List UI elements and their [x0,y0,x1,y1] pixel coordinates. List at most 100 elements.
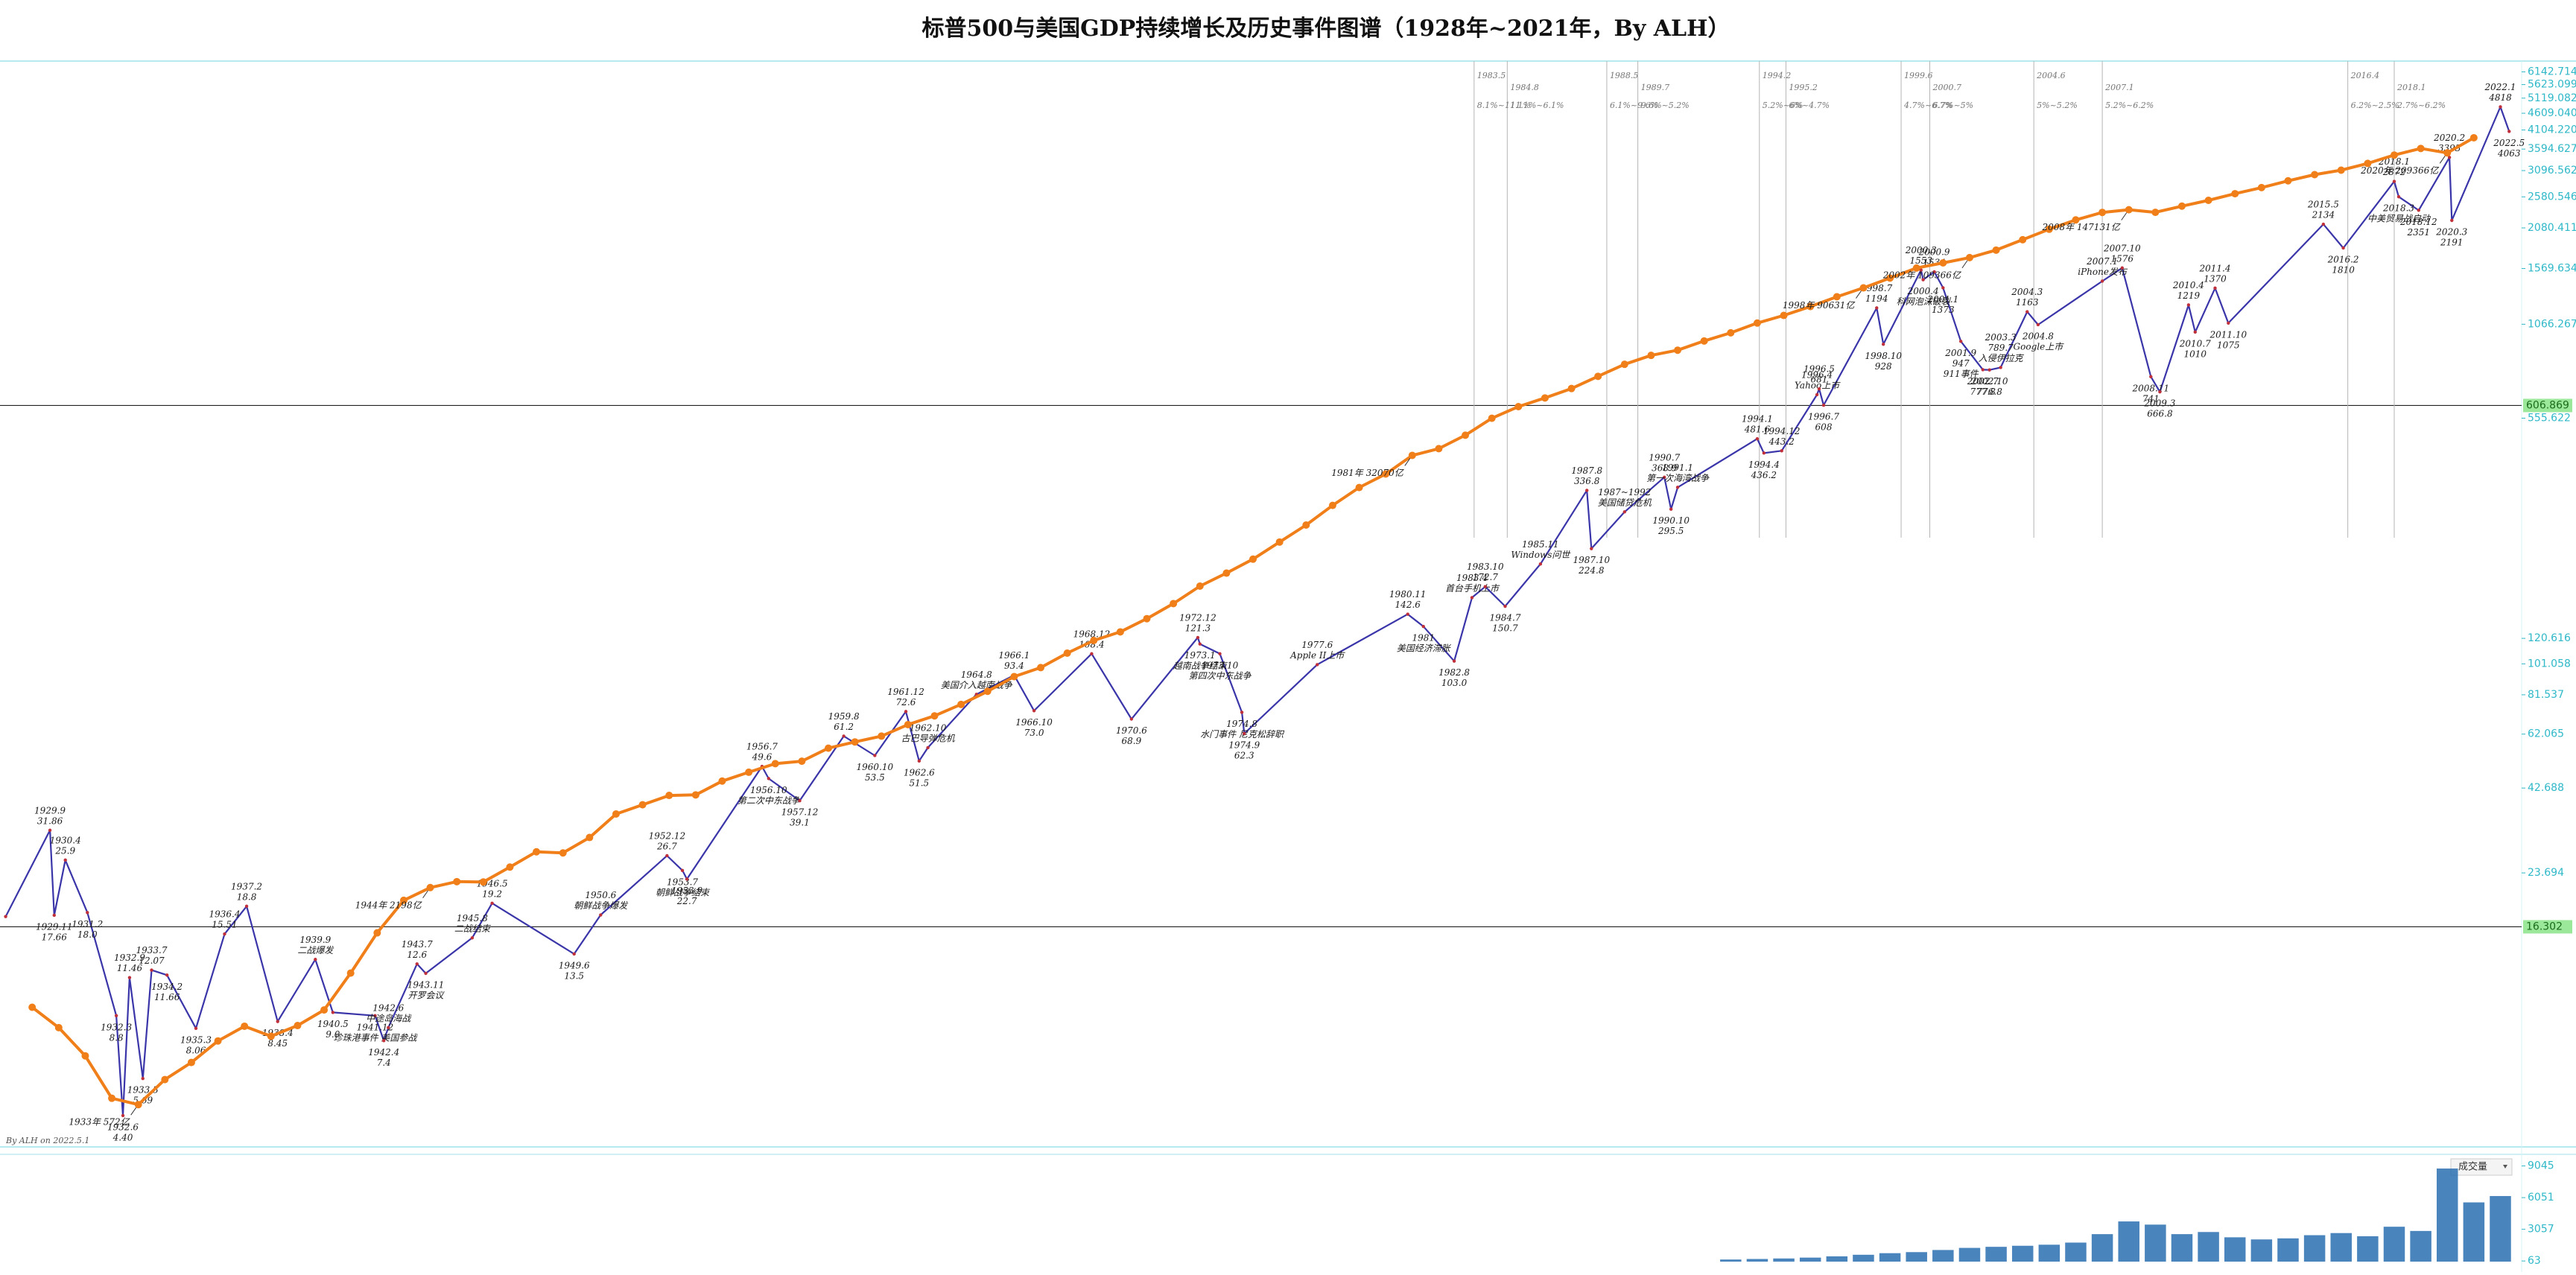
volume-bar [1826,1256,1848,1262]
event-date: 1932.3 [101,1022,132,1032]
volume-bar [2250,1239,2273,1262]
gdp-point [2045,225,2053,233]
gdp-label: 1998年 90631亿 [1783,300,1856,311]
value-label: 31.86 [37,815,63,826]
event-date: 2000.4 [1907,286,1939,296]
price-point [1941,286,1945,290]
event-date: 1985.11 [1522,539,1559,550]
price-point [1590,547,1593,550]
value-label: 1370 [2204,273,2227,284]
event-date: 2011.4 [2199,263,2231,273]
gdp-point [54,1023,63,1031]
event-text: 水门事件 尼克松辞职 [1200,729,1285,740]
gdp-point [214,1037,222,1045]
value-label: 777.8 [1970,387,1996,397]
price-point [1196,635,1200,640]
y-tick-label: 5119.082 [2528,92,2576,104]
event-date: 1966.10 [1015,717,1053,728]
event-text: 珍珠港事件 美国参战 [334,1032,419,1043]
gdp-point [267,1032,275,1040]
event-text: 第一次海湾战争 [1646,473,1710,483]
value-label: 26.7 [656,841,677,851]
gdp-label: 1981年 32070亿 [1331,468,1405,478]
value-label: 61.2 [834,722,854,732]
gdp-point [612,810,620,818]
value-label: 1219 [2177,290,2201,301]
gdp-label: 1944年 2198亿 [355,900,423,910]
event-date: 1980.11 [1389,589,1427,600]
event-date: 1994.1 [1742,414,1773,425]
event-text: Google上市 [2014,341,2065,352]
gdp-point [2204,196,2212,204]
volume-tick-label: 6051 [2528,1192,2554,1204]
event-date: 2020.2 [2433,133,2465,143]
gdp-point [2311,171,2319,179]
price-point [1470,596,1474,600]
event-date: 1935.3 [180,1034,212,1045]
price-point [276,1020,279,1023]
y-tick-label: 1066.267 [2528,318,2576,330]
event-date: 2009.3 [2143,398,2175,409]
volume-bar [1879,1253,1901,1262]
gdp-label: 2020年 209366亿 [2360,165,2440,176]
gdp-point [1328,501,1336,509]
value-label: 2872 [2382,167,2406,177]
value-label: 1194 [1865,293,1888,304]
gdp-point [134,1101,142,1109]
price-point [1032,709,1036,713]
event-date: 2002.10 [1970,376,2008,387]
event-date: 1929.9 [34,805,66,815]
event-date: 1945.8 [457,913,488,923]
event-text: 朝鲜战争爆发 [574,900,629,911]
price-point [194,1026,198,1030]
volume-bar [2224,1237,2246,1262]
event-date: 1984.7 [1489,613,1520,623]
volume-bar [2065,1242,2087,1262]
price-point [2100,279,2104,283]
event-date: 1973.1 [1184,650,1216,661]
price-point [572,952,576,956]
value-label: 8.45 [267,1038,288,1049]
gdp-point [1939,259,1947,267]
value-label: 481.6 [1744,425,1771,435]
period-note: 11.1%~6.1% [1510,101,1564,110]
volume-bar [1958,1247,1981,1262]
event-date: 1956.10 [750,785,787,795]
gdp-point [1992,246,2000,254]
event-text: Apple II上市 [1289,650,1345,661]
event-date: 1959.8 [828,711,860,722]
period-date: 1984.8 [1510,83,1538,92]
volume-selector[interactable] [2450,1158,2513,1176]
price-point [767,777,771,780]
event-text: 中美贸易战启动 [2367,214,2431,224]
volume-title[interactable]: 成交量 [2458,1161,2487,1173]
gdp-point [1196,582,1204,591]
price-point [2036,322,2040,327]
gdp-point [2257,183,2265,191]
price-point [1817,387,1821,391]
event-date: 1994.12 [1763,426,1801,436]
event-date: 1987.8 [1571,465,1602,476]
price-point [2499,105,2502,109]
event-date: 2010.4 [2172,280,2204,290]
gdp-point [798,757,806,766]
gdp-point [665,792,673,800]
period-date: 2016.4 [2350,71,2380,80]
gdp-point [1302,521,1310,530]
value-label: 443.2 [1768,436,1795,447]
gdp-label-pointer [422,890,429,899]
price-point [2392,179,2396,183]
value-label: 25.9 [54,845,75,856]
price-point [665,853,669,858]
y-tick-label: 81.537 [2528,689,2564,701]
y-tick-label: 42.688 [2528,782,2564,794]
value-label: 17.66 [42,932,68,942]
event-text: 开罗会议 [408,990,445,1000]
value-label: 681 [1811,375,1828,385]
volume-bar [1773,1258,1795,1262]
gdp-point [1833,293,1841,301]
event-date: 1996.7 [1808,412,1839,422]
volume-bar [1906,1252,1927,1262]
price-point [1663,475,1666,479]
event-date: 1930.4 [50,835,81,845]
